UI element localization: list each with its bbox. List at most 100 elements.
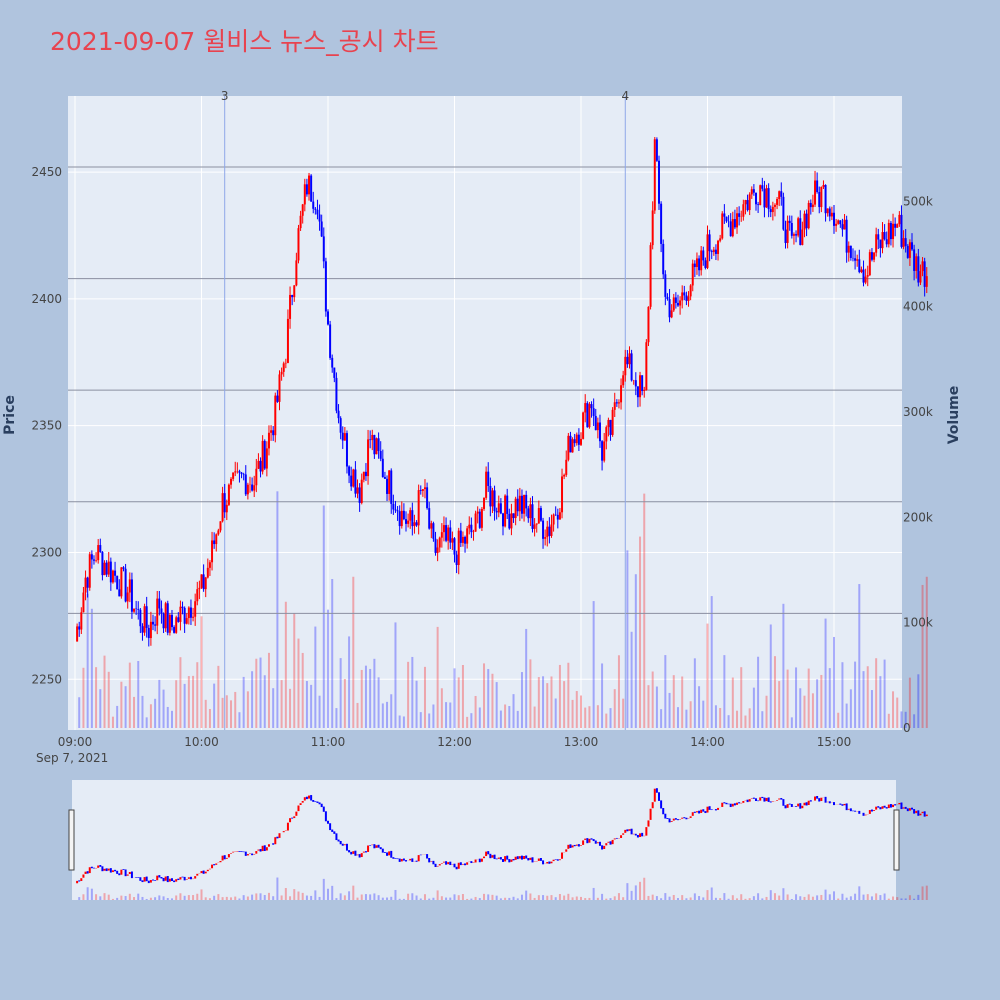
mini-volume-bar [689, 897, 692, 900]
volume-bar [588, 706, 591, 728]
volume-bar [609, 708, 612, 728]
mini-volume-bar [436, 890, 439, 900]
volume-bar [259, 657, 262, 728]
mini-volume-bar [752, 896, 755, 900]
volume-tick-label: 400k [903, 300, 933, 314]
mini-volume-bar [542, 895, 545, 900]
mini-volume-bar [887, 898, 890, 900]
volume-bar [436, 626, 439, 728]
mini-volume-bar [386, 897, 389, 900]
mini-volume-bar [289, 896, 292, 900]
mini-volume-bar [86, 887, 89, 900]
x-tick-label: 13:00 [564, 735, 599, 749]
volume-tick-label: 500k [903, 194, 933, 208]
mini-volume-bar [731, 895, 734, 900]
volume-bar [474, 695, 477, 728]
mini-volume-bar [710, 887, 713, 900]
volume-bar [390, 694, 393, 728]
mini-volume-bar [251, 894, 254, 900]
mini-volume-bar [352, 885, 355, 900]
volume-bar [626, 550, 629, 728]
volume-bar [284, 601, 287, 728]
range-slider-volume [78, 877, 928, 900]
volume-bar [617, 655, 620, 728]
mini-volume-bar [213, 895, 216, 900]
mini-volume-bar [740, 894, 743, 900]
mini-volume-bar [133, 897, 136, 900]
volume-bar [116, 705, 119, 728]
volume-bar [803, 695, 806, 728]
volume-bar [504, 704, 507, 728]
volume-bar [900, 711, 903, 728]
volume-bar [162, 689, 165, 728]
mini-volume-bar [411, 893, 414, 900]
event-label: 3 [221, 89, 229, 103]
volume-bar [230, 700, 233, 728]
volume-bar [461, 665, 464, 728]
mini-volume-bar [145, 898, 148, 900]
mini-volume-bar [124, 896, 127, 900]
volume-bar [862, 671, 865, 728]
mini-volume-bar [824, 889, 827, 900]
mini-volume-bar [660, 898, 663, 900]
volume-bar [698, 686, 701, 728]
volume-bar [322, 505, 325, 728]
mini-volume-bar [103, 893, 106, 900]
volume-bar [740, 667, 743, 728]
volume-bar [213, 683, 216, 728]
volume-bar [841, 662, 844, 728]
volume-bar [263, 675, 266, 728]
volume-bar [149, 704, 152, 728]
volume-bar [685, 709, 688, 728]
mini-volume-bar [900, 898, 903, 900]
volume-bar [845, 703, 848, 728]
volume-bar [706, 623, 709, 728]
mini-volume-bar [773, 893, 776, 900]
mini-volume-bar [99, 896, 102, 900]
mini-volume-bar [428, 898, 431, 900]
mini-volume-bar [702, 897, 705, 900]
volume-bar [660, 709, 663, 728]
volume-bar [415, 680, 418, 728]
volume-bar [335, 708, 338, 728]
volume-bar [343, 678, 346, 728]
volume-bar [567, 662, 570, 728]
volume-bar [499, 710, 502, 728]
mini-volume-bar [714, 897, 717, 900]
volume-bar [445, 702, 448, 728]
volume-bar [411, 656, 414, 728]
volume-bar [364, 665, 367, 728]
mini-volume-bar [499, 898, 502, 900]
volume-bar [381, 703, 384, 728]
volume-bar [86, 593, 89, 728]
mini-volume-bar [267, 892, 270, 900]
mini-volume-bar [419, 898, 422, 900]
volume-bar [584, 707, 587, 728]
y-axis-ticks: 2250 2300 2350 2400 2450 [31, 165, 62, 686]
mini-volume-bar [284, 888, 287, 900]
range-slider-background[interactable] [72, 780, 896, 900]
volume-bar [668, 692, 671, 728]
range-slider-right-handle[interactable] [893, 809, 900, 871]
mini-volume-bar [727, 898, 730, 900]
main-plot-background [68, 96, 902, 730]
mini-volume-bar [596, 897, 599, 900]
gridlines [68, 96, 902, 730]
volume-bar [128, 662, 131, 728]
mini-volume-bar [698, 896, 701, 900]
mini-volume-bar [854, 893, 857, 900]
volume-bar [773, 656, 776, 728]
mini-volume-bar [217, 894, 220, 900]
volume-bar [478, 707, 481, 728]
mini-volume-bar [723, 893, 726, 900]
mini-volume-bar [162, 896, 165, 900]
volume-bar [453, 668, 456, 728]
volume-bar [82, 667, 85, 728]
mini-volume-bar [879, 895, 882, 900]
range-slider-left-handle[interactable] [68, 809, 75, 871]
volume-bar [858, 584, 861, 728]
volume-bar [423, 666, 426, 728]
volume-bar [310, 684, 313, 728]
event-label: 4 [621, 89, 629, 103]
volume-bar [651, 671, 654, 728]
